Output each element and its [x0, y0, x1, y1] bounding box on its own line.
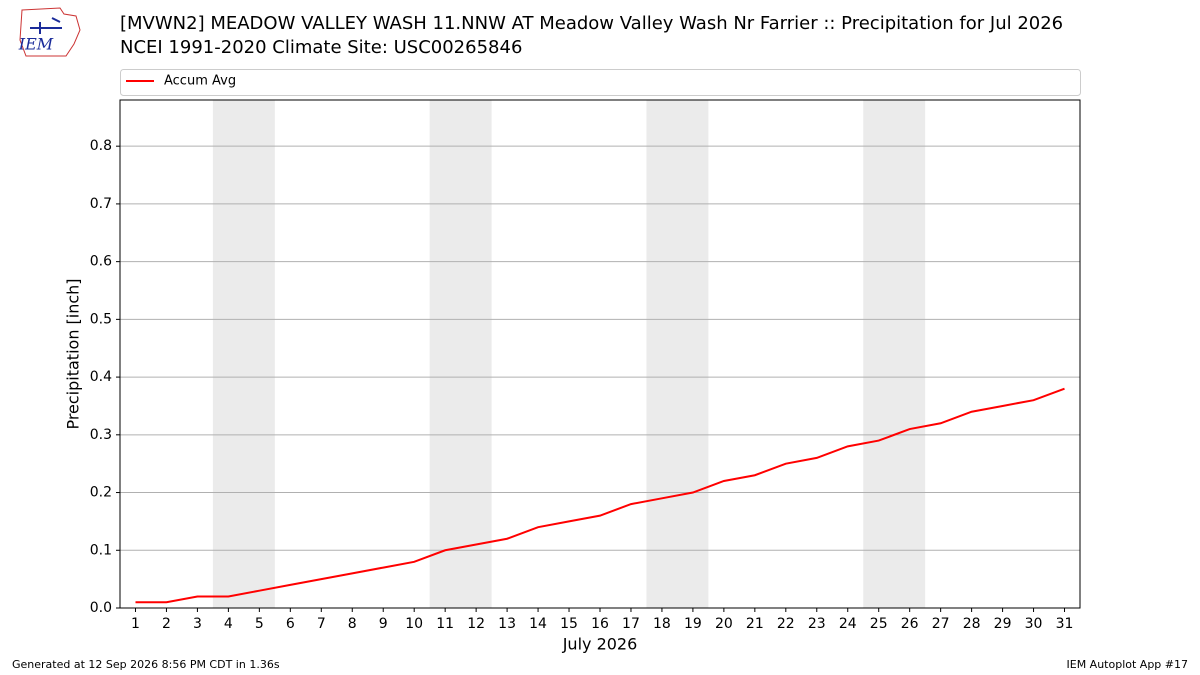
x-tick-label: 5 — [255, 616, 264, 632]
y-tick-label: 0.0 — [90, 600, 112, 616]
x-tick-label: 9 — [379, 616, 388, 632]
x-tick-label: 19 — [684, 616, 702, 632]
x-tick-label: 10 — [405, 616, 423, 632]
x-tick-label: 12 — [467, 616, 485, 632]
legend-label: Accum Avg — [164, 74, 236, 89]
weekend-shade — [429, 100, 492, 608]
x-tick-label: 2 — [162, 616, 171, 632]
x-tick-label: 14 — [529, 616, 547, 632]
weekend-shade — [863, 100, 926, 608]
data-line — [135, 387, 1065, 604]
plot-frame — [119, 99, 1081, 609]
x-tick-label: 29 — [994, 616, 1012, 632]
logo-outline — [19, 7, 81, 57]
footer-right: IEM Autoplot App #17 — [1067, 658, 1189, 671]
x-tick-label: 21 — [746, 616, 764, 632]
logo: IEM — [18, 7, 81, 57]
logo-icon — [30, 17, 62, 34]
chart-title: [MVWN2] MEADOW VALLEY WASH 11.NNW AT Mea… — [120, 13, 1063, 34]
x-tick-label: 8 — [348, 616, 357, 632]
x-axis-label: July 2026 — [562, 635, 638, 654]
y-tick-label: 0.7 — [90, 196, 112, 212]
y-tick-label: 0.3 — [90, 427, 112, 443]
x-tick-label: 28 — [963, 616, 981, 632]
x-tick-label: 27 — [932, 616, 950, 632]
x-tick-label: 4 — [224, 616, 233, 632]
logo-text: IEM — [18, 35, 54, 54]
y-tick-label: 0.1 — [90, 542, 112, 558]
x-tick-label: 24 — [839, 616, 857, 632]
x-tick-label: 30 — [1025, 616, 1043, 632]
x-tick-label: 6 — [286, 616, 295, 632]
y-tick-label: 0.6 — [90, 254, 112, 270]
y-tick-label: 0.4 — [90, 369, 112, 385]
x-tick-label: 11 — [436, 616, 454, 632]
footer-left: Generated at 12 Sep 2026 8:56 PM CDT in … — [12, 658, 280, 671]
legend-box — [120, 69, 1081, 96]
x-tick-label: 26 — [901, 616, 919, 632]
y-tick-label: 0.5 — [90, 311, 112, 327]
x-tick-label: 7 — [317, 616, 326, 632]
weekend-shade — [646, 100, 709, 608]
x-tick-label: 3 — [193, 616, 202, 632]
x-tick-label: 16 — [591, 616, 609, 632]
x-tick-label: 13 — [498, 616, 516, 632]
x-tick-label: 15 — [560, 616, 578, 632]
x-tick-label: 31 — [1056, 616, 1074, 632]
y-tick-label: 0.2 — [90, 485, 112, 501]
x-tick-label: 23 — [808, 616, 826, 632]
x-tick-label: 17 — [622, 616, 640, 632]
x-tick-label: 20 — [715, 616, 733, 632]
x-tick-label: 25 — [870, 616, 888, 632]
x-tick-label: 18 — [653, 616, 671, 632]
weekend-shade — [212, 100, 275, 608]
x-tick-label: 1 — [131, 616, 140, 632]
chart-subtitle: NCEI 1991-2020 Climate Site: USC00265846 — [120, 37, 522, 58]
y-tick-label: 0.8 — [90, 138, 112, 154]
y-axis-label: Precipitation [inch] — [64, 278, 83, 429]
x-tick-label: 22 — [777, 616, 795, 632]
